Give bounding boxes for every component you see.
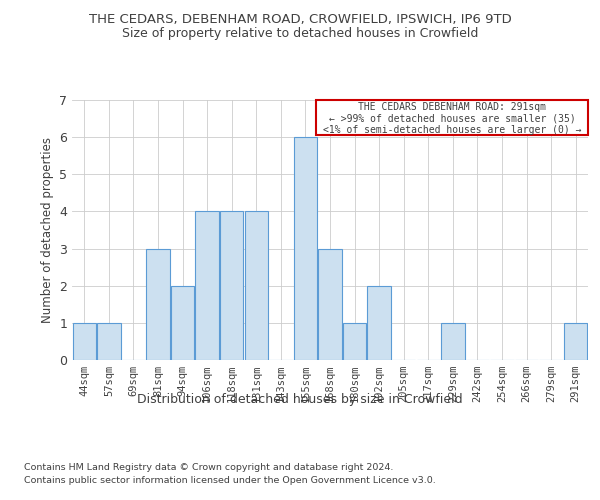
Text: Contains HM Land Registry data © Crown copyright and database right 2024.: Contains HM Land Registry data © Crown c… <box>24 462 394 471</box>
Text: Size of property relative to detached houses in Crowfield: Size of property relative to detached ho… <box>122 28 478 40</box>
Bar <box>343 323 366 360</box>
Bar <box>171 286 194 360</box>
Bar <box>367 286 391 360</box>
Text: <1% of semi-detached houses are larger (0) →: <1% of semi-detached houses are larger (… <box>323 126 581 136</box>
Bar <box>196 212 219 360</box>
Bar <box>220 212 244 360</box>
Bar <box>73 323 96 360</box>
Bar <box>294 137 317 360</box>
Text: Contains public sector information licensed under the Open Government Licence v3: Contains public sector information licen… <box>24 476 436 485</box>
Bar <box>316 100 588 136</box>
Bar <box>441 323 464 360</box>
Bar <box>97 323 121 360</box>
Bar <box>146 248 170 360</box>
Bar <box>319 248 341 360</box>
Y-axis label: Number of detached properties: Number of detached properties <box>41 137 53 323</box>
Text: ← >99% of detached houses are smaller (35): ← >99% of detached houses are smaller (3… <box>329 114 575 124</box>
Bar <box>564 323 587 360</box>
Text: Distribution of detached houses by size in Crowfield: Distribution of detached houses by size … <box>137 392 463 406</box>
Bar <box>245 212 268 360</box>
Text: THE CEDARS, DEBENHAM ROAD, CROWFIELD, IPSWICH, IP6 9TD: THE CEDARS, DEBENHAM ROAD, CROWFIELD, IP… <box>89 12 511 26</box>
Text: THE CEDARS DEBENHAM ROAD: 291sqm: THE CEDARS DEBENHAM ROAD: 291sqm <box>358 102 546 112</box>
